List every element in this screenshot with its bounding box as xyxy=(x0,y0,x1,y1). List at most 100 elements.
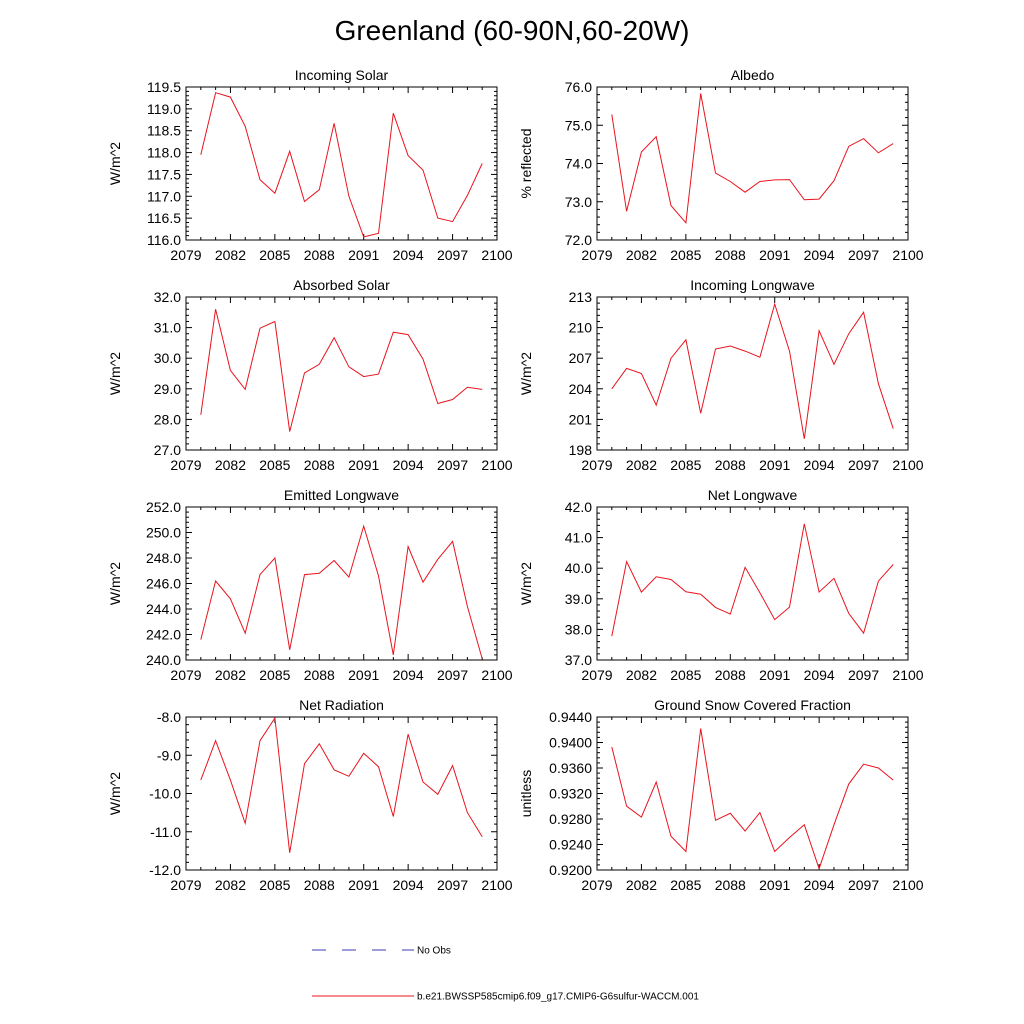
y-tick-label: 0.9320 xyxy=(549,786,592,802)
y-tick-label: 0.9200 xyxy=(549,862,592,878)
x-tick-label: 2097 xyxy=(437,457,468,473)
x-tick-label: 2100 xyxy=(481,667,512,683)
y-tick-label: -11.0 xyxy=(150,824,181,840)
plot-frame xyxy=(596,716,909,871)
y-tick-label: -8.0 xyxy=(157,709,181,725)
y-tick-label: 0.9440 xyxy=(549,709,592,725)
x-tick-label: 2085 xyxy=(670,667,701,683)
y-tick-label: 210 xyxy=(569,320,593,336)
y-axis-label: W/m^2 xyxy=(518,352,534,395)
x-tick-label: 2091 xyxy=(759,877,790,893)
x-tick-label: 2094 xyxy=(393,667,424,683)
x-tick-label: 2082 xyxy=(626,457,657,473)
x-tick-label: 2094 xyxy=(804,457,835,473)
y-axis-label: W/m^2 xyxy=(107,352,123,395)
series-line xyxy=(611,302,894,439)
panels: Incoming Solar W/m^2 2079 2082 2085 2088 2091 2… xyxy=(107,67,924,893)
panel-title: Incoming Solar xyxy=(295,67,389,83)
x-tick-label: 2085 xyxy=(259,667,290,683)
x-tick-label: 2091 xyxy=(348,877,379,893)
y-tick-label: 242.0 xyxy=(146,627,181,643)
x-tick-label: 2079 xyxy=(170,877,201,893)
x-tick-label: 2088 xyxy=(715,877,746,893)
y-tick-label: 72.0 xyxy=(565,232,592,248)
x-tick-label: 2088 xyxy=(715,457,746,473)
x-tick-label: 2097 xyxy=(848,457,879,473)
x-tick-label: 2094 xyxy=(804,877,835,893)
y-tick-label: 76.0 xyxy=(565,79,592,95)
y-axis-label: W/m^2 xyxy=(107,562,123,605)
x-tick-label: 2088 xyxy=(304,457,335,473)
x-tick-label: 2097 xyxy=(437,247,468,263)
y-tick-label: 116.5 xyxy=(147,210,181,226)
series-line xyxy=(200,309,483,432)
x-tick-label: 2088 xyxy=(304,247,335,263)
panel-title: Ground Snow Covered Fraction xyxy=(654,697,851,713)
y-tick-label: 119.5 xyxy=(147,79,181,95)
x-tick-label: 2085 xyxy=(670,877,701,893)
x-tick-label: 2085 xyxy=(670,457,701,473)
series-line xyxy=(611,93,894,224)
y-tick-label: 38.0 xyxy=(565,621,592,637)
series-line xyxy=(200,524,483,659)
x-tick-label: 2091 xyxy=(759,457,790,473)
y-tick-label: 117.5 xyxy=(147,166,181,182)
x-tick-label: 2100 xyxy=(892,877,923,893)
panel-emitted-longwave: Emitted Longwave W/m^2 2079 2082 2085 2088 209… xyxy=(107,487,513,683)
x-tick-label: 2091 xyxy=(348,457,379,473)
x-tick-label: 2082 xyxy=(215,247,246,263)
plot-frame xyxy=(185,506,498,661)
y-tick-label: 213 xyxy=(569,289,593,305)
panel-title: Absorbed Solar xyxy=(293,277,390,293)
panel-incoming-longwave: Incoming Longwave W/m^2 2079 2082 2085 2088 20… xyxy=(518,277,924,473)
x-tick-label: 2100 xyxy=(892,247,923,263)
plot-frame xyxy=(596,296,909,451)
x-tick-label: 2079 xyxy=(170,247,201,263)
x-tick-label: 2100 xyxy=(481,457,512,473)
x-tick-label: 2100 xyxy=(481,247,512,263)
x-tick-label: 2079 xyxy=(170,667,201,683)
legend-label-no-obs: No Obs xyxy=(417,946,451,957)
panel-title: Albedo xyxy=(731,67,775,83)
y-axis-label: W/m^2 xyxy=(107,772,123,815)
y-tick-label: 201 xyxy=(569,411,593,427)
y-tick-label: 75.0 xyxy=(565,117,592,133)
x-tick-label: 2082 xyxy=(215,457,246,473)
x-tick-label: 2088 xyxy=(715,247,746,263)
legend: No Obs b.e21.BWSSP585cmip6.f09_g17.CMIP6… xyxy=(312,946,699,1003)
figure-title: Greenland (60-90N,60-20W) xyxy=(335,15,690,46)
series-line xyxy=(200,92,483,238)
x-tick-label: 2094 xyxy=(393,877,424,893)
x-tick-label: 2079 xyxy=(581,247,612,263)
x-tick-label: 2100 xyxy=(892,457,923,473)
x-tick-label: 2082 xyxy=(626,877,657,893)
y-tick-label: 29.0 xyxy=(154,381,181,397)
y-tick-label: 0.9360 xyxy=(549,760,592,776)
y-tick-label: 37.0 xyxy=(565,652,592,668)
x-tick-label: 2085 xyxy=(670,247,701,263)
x-tick-label: 2079 xyxy=(581,877,612,893)
y-tick-label: 250.0 xyxy=(146,525,181,541)
x-tick-label: 2082 xyxy=(626,667,657,683)
y-tick-label: 31.0 xyxy=(154,320,181,336)
x-tick-label: 2094 xyxy=(804,667,835,683)
y-axis-label: W/m^2 xyxy=(107,142,123,185)
y-tick-label: 119.0 xyxy=(147,101,181,117)
y-tick-label: -12.0 xyxy=(149,862,181,878)
y-axis-label: unitless xyxy=(518,770,534,817)
x-tick-label: 2097 xyxy=(437,667,468,683)
x-tick-label: 2100 xyxy=(481,877,512,893)
x-tick-label: 2088 xyxy=(715,667,746,683)
x-tick-label: 2094 xyxy=(393,247,424,263)
x-tick-label: 2082 xyxy=(626,247,657,263)
y-tick-label: 118.5 xyxy=(147,123,181,139)
y-tick-label: 32.0 xyxy=(154,289,181,305)
y-tick-label: -9.0 xyxy=(157,747,181,763)
plot-frame xyxy=(596,86,909,241)
x-tick-label: 2097 xyxy=(848,877,879,893)
panel-albedo: Albedo % reflected 2079 2082 2085 2088 2091 209… xyxy=(518,67,924,263)
plot-frame xyxy=(185,86,498,241)
y-tick-label: 0.9240 xyxy=(549,837,592,853)
panel-incoming-solar: Incoming Solar W/m^2 2079 2082 2085 2088 2091 2… xyxy=(107,67,513,263)
y-tick-label: 116.0 xyxy=(147,232,181,248)
